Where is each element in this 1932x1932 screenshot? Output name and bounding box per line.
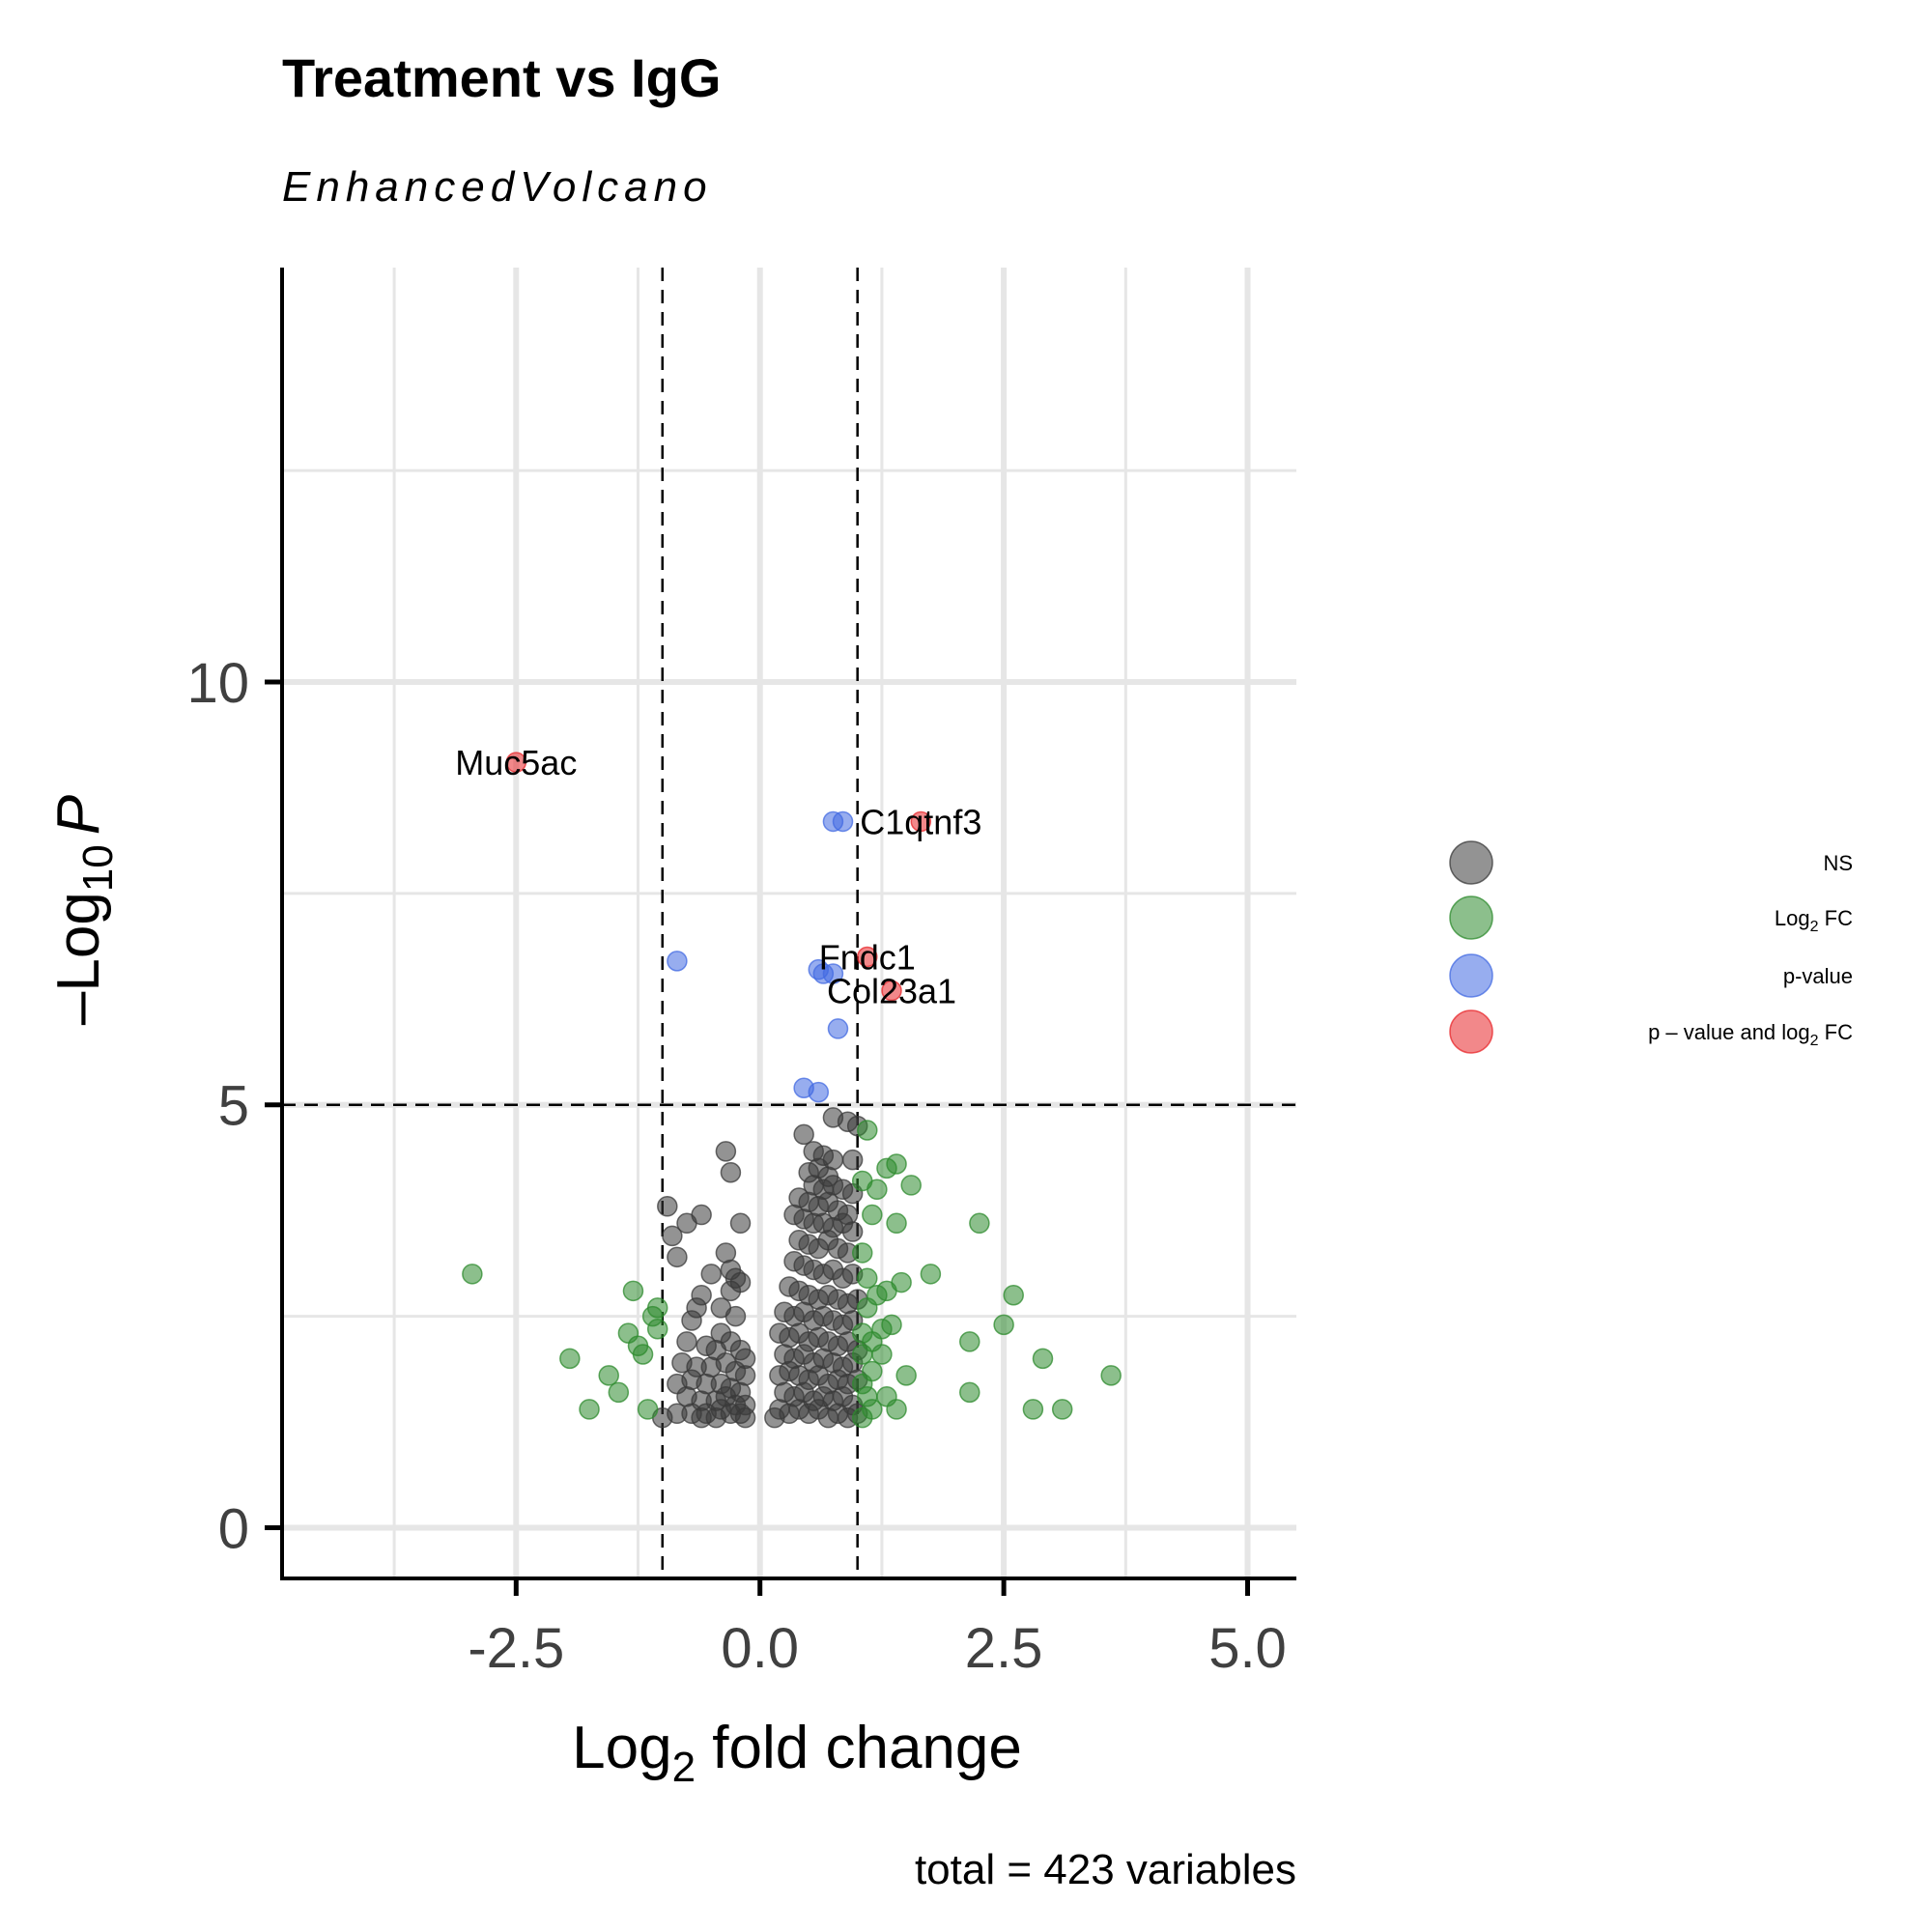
- point-ns: [734, 1406, 756, 1429]
- point-fc: [1032, 1348, 1054, 1370]
- point-fc: [881, 1314, 902, 1336]
- point-ns: [681, 1310, 702, 1331]
- legend-label: p-value: [1783, 964, 1853, 988]
- point-fc: [1051, 1399, 1073, 1420]
- data-points: [462, 752, 1122, 1429]
- point-fc: [559, 1348, 581, 1370]
- point-fcp: [881, 980, 902, 1002]
- point-ns: [657, 1196, 678, 1217]
- point-fc: [1003, 1284, 1024, 1306]
- y-axis-title: –Log10P: [45, 795, 122, 1025]
- point-p: [667, 951, 688, 972]
- y-tick-label: 5: [218, 1075, 249, 1138]
- legend-item-ns: NS: [1449, 840, 1853, 885]
- legend-label: NS: [1823, 851, 1853, 875]
- grid: [282, 268, 1296, 1578]
- x-tick-label: 5.0: [1208, 1617, 1287, 1680]
- point-fc: [920, 1264, 942, 1285]
- point-fc: [608, 1381, 630, 1404]
- point-fc: [900, 1175, 922, 1196]
- point-fc: [598, 1365, 619, 1386]
- legend-label: Log2 FC: [1775, 906, 1853, 935]
- point-ns: [676, 1331, 697, 1352]
- legend-item-fcp: p – value and log2 FC: [1449, 1009, 1853, 1054]
- point-fc: [1100, 1365, 1122, 1386]
- caption: total = 423 variables: [915, 1846, 1296, 1893]
- point-p: [832, 810, 854, 833]
- x-tick-label: 0.0: [721, 1617, 799, 1680]
- y-tick-label: 10: [186, 652, 249, 715]
- x-tick-label: -2.5: [468, 1617, 564, 1680]
- point-fc: [857, 1297, 878, 1319]
- point-fc: [959, 1381, 980, 1404]
- point-fc: [871, 1344, 893, 1365]
- point-fc: [851, 1344, 873, 1365]
- legend-item-p: p-value: [1449, 953, 1853, 998]
- axes: -2.5 0.0 2.5 5.0 0 5 10: [186, 268, 1296, 1680]
- point-ns: [662, 1225, 683, 1247]
- point-fc: [993, 1314, 1014, 1336]
- legend-label: p – value and log2 FC: [1648, 1020, 1853, 1049]
- point-fc: [857, 1267, 878, 1289]
- point-ns: [667, 1246, 688, 1268]
- point-fc: [622, 1280, 644, 1302]
- point-fcp: [910, 810, 932, 833]
- gene-label: Muc5ac: [455, 743, 577, 782]
- cutoff-lines: [282, 268, 1296, 1578]
- x-tick-label: 2.5: [965, 1617, 1043, 1680]
- x-axis-title: Log2 fold change: [572, 1715, 1022, 1791]
- point-fc: [886, 1212, 907, 1235]
- legend-item-fc: Log2 FC: [1449, 895, 1853, 940]
- gene-label: Col23a1: [827, 972, 956, 1011]
- point-fc: [632, 1344, 654, 1365]
- point-ns: [676, 1212, 697, 1235]
- point-fc: [646, 1297, 668, 1319]
- point-fc: [646, 1318, 668, 1340]
- point-fc: [1022, 1399, 1044, 1420]
- point-fc: [851, 1242, 873, 1264]
- point-fc: [895, 1365, 917, 1386]
- point-fc: [867, 1179, 888, 1201]
- point-fcp: [857, 946, 878, 968]
- point-fc: [969, 1212, 990, 1235]
- point-ns: [724, 1305, 747, 1327]
- point-ns: [729, 1212, 752, 1235]
- point-ns: [764, 1406, 785, 1429]
- point-fc: [886, 1153, 907, 1175]
- gene-label: Fndc1: [819, 938, 916, 978]
- gene-label: C1qtnf3: [860, 802, 981, 841]
- point-ns: [667, 1403, 688, 1425]
- y-tick-label: 0: [218, 1497, 249, 1560]
- point-p: [827, 1018, 849, 1039]
- point-p: [808, 1081, 830, 1103]
- point-fc: [637, 1399, 659, 1420]
- chart-subtitle: EnhancedVolcano: [282, 163, 713, 211]
- point-ns: [841, 1221, 864, 1242]
- point-fc: [851, 1406, 873, 1429]
- legend-key-fc: [1449, 895, 1493, 940]
- point-fc: [886, 1399, 907, 1420]
- chart-title: Treatment vs IgG: [282, 47, 721, 108]
- point-fc: [462, 1264, 483, 1285]
- point-ns: [720, 1162, 742, 1183]
- legend: NS Log2 FC p-value p – value and log2 FC: [1449, 840, 1853, 1054]
- point-ns: [700, 1264, 722, 1285]
- point-fc: [891, 1271, 912, 1293]
- point-fcp: [505, 752, 527, 773]
- point-ns: [841, 1149, 864, 1171]
- point-fc: [862, 1204, 883, 1226]
- point-ns: [705, 1406, 727, 1429]
- point-fc: [857, 1120, 878, 1141]
- legend-key-fcp: [1449, 1009, 1493, 1054]
- point-fc: [579, 1399, 600, 1420]
- legend-key-p: [1449, 953, 1493, 998]
- point-ns: [715, 1141, 737, 1162]
- point-ns: [720, 1280, 742, 1302]
- point-fc: [959, 1331, 980, 1352]
- legend-key-ns: [1449, 840, 1493, 885]
- point-p: [822, 963, 844, 984]
- point-ns: [793, 1123, 814, 1146]
